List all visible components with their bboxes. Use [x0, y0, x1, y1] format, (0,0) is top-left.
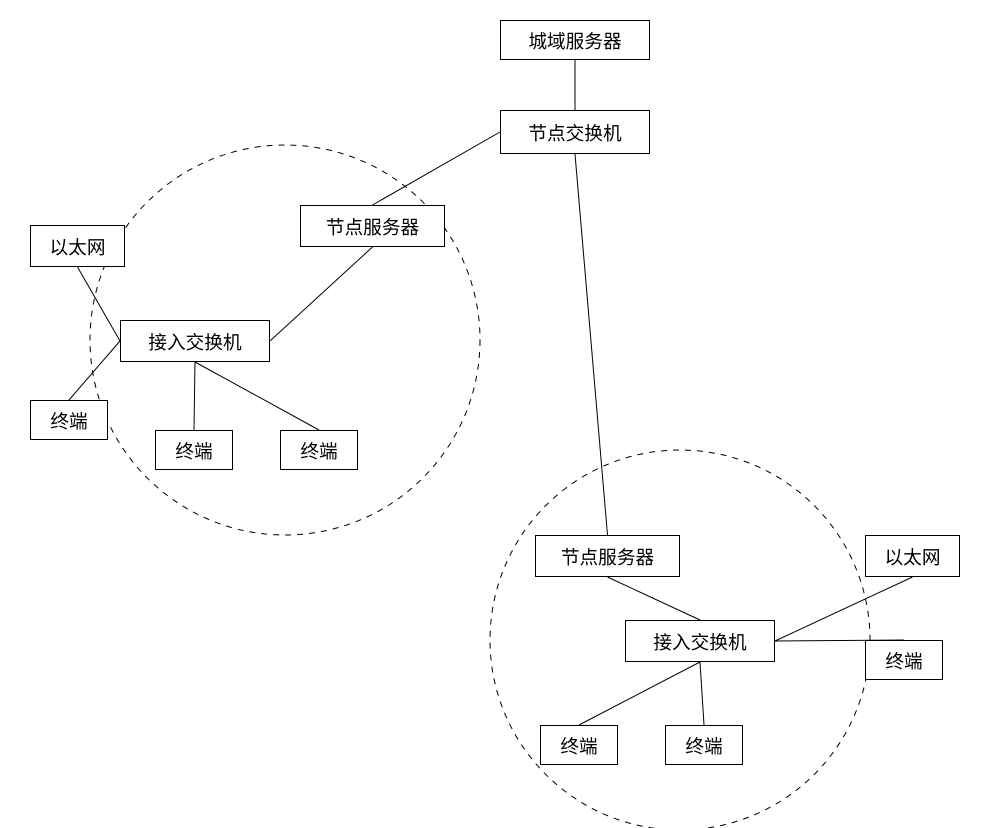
node-access-switch-1: 接入交换机 — [120, 320, 270, 362]
edge — [575, 154, 608, 535]
node-terminal-1: 终端 — [30, 400, 108, 440]
node-label: 节点服务器 — [561, 543, 654, 570]
node-label: 城域服务器 — [528, 27, 621, 54]
edge — [700, 662, 704, 725]
node-metro-server: 城域服务器 — [500, 20, 650, 60]
node-terminal-6: 终端 — [865, 640, 943, 680]
node-label: 接入交换机 — [148, 328, 241, 355]
edge — [373, 132, 501, 205]
edge — [608, 577, 701, 620]
node-label: 终端 — [560, 732, 597, 759]
edge — [195, 362, 319, 430]
node-label: 以太网 — [50, 233, 106, 260]
node-terminal-3: 终端 — [280, 430, 358, 470]
node-label: 终端 — [50, 407, 87, 434]
node-label: 终端 — [175, 437, 212, 464]
node-ethernet-1: 以太网 — [30, 225, 125, 267]
node-label: 节点交换机 — [528, 119, 621, 146]
node-label: 接入交换机 — [653, 628, 746, 655]
diagram-stage: 城域服务器节点交换机节点服务器以太网接入交换机终端终端终端节点服务器以太网接入交… — [0, 0, 1000, 828]
node-label: 节点服务器 — [326, 213, 419, 240]
edge — [270, 247, 373, 341]
node-label: 终端 — [685, 732, 722, 759]
node-label: 终端 — [300, 437, 337, 464]
node-node-server-1: 节点服务器 — [300, 205, 445, 247]
node-access-switch-2: 接入交换机 — [625, 620, 775, 662]
node-label: 以太网 — [885, 543, 941, 570]
edge — [579, 662, 700, 725]
node-node-server-2: 节点服务器 — [535, 535, 680, 577]
edge — [69, 341, 120, 400]
node-terminal-4: 终端 — [540, 725, 618, 765]
node-terminal-2: 终端 — [155, 430, 233, 470]
edge — [775, 577, 913, 641]
node-ethernet-2: 以太网 — [865, 535, 960, 577]
node-terminal-5: 终端 — [665, 725, 743, 765]
edge — [194, 362, 195, 430]
node-node-switch: 节点交换机 — [500, 110, 650, 154]
edge — [78, 267, 121, 341]
node-label: 终端 — [885, 647, 922, 674]
